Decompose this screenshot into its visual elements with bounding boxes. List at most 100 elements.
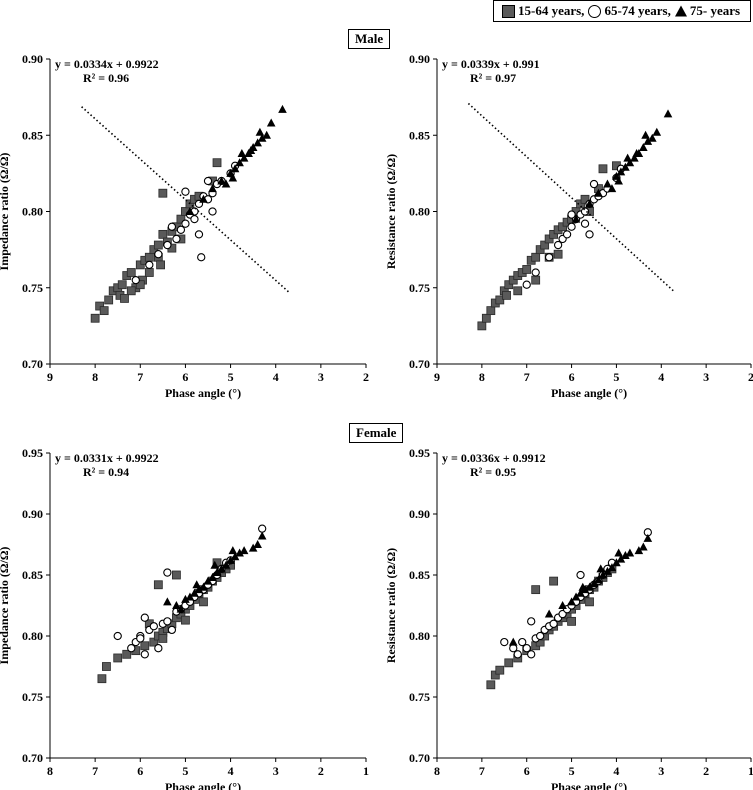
- data-point: [562, 230, 572, 239]
- data-point: [576, 588, 585, 597]
- y-tick-label: 0.70: [22, 751, 43, 765]
- data-point: [167, 625, 177, 635]
- data-point: [126, 268, 136, 277]
- x-axis-label: Phase angle (°): [551, 780, 627, 790]
- data-point: [576, 570, 585, 580]
- data-point: [217, 564, 226, 573]
- data-point: [226, 555, 235, 564]
- data-point: [248, 543, 258, 552]
- y-tick-label: 0.75: [22, 690, 43, 704]
- x-tick-label: 5: [569, 764, 575, 778]
- data-point: [185, 207, 195, 215]
- data-point: [203, 576, 213, 585]
- x-tick-label: 8: [434, 764, 440, 778]
- trendline-equation: y = 0.0331x + 0.9922: [55, 451, 159, 465]
- data-point: [625, 548, 635, 557]
- y-tick-label: 0.70: [22, 357, 43, 371]
- data-point: [120, 294, 129, 303]
- r-squared-label: R² = 0.94: [83, 465, 129, 479]
- data-point: [553, 240, 563, 250]
- data-point: [172, 601, 181, 609]
- data-point: [531, 275, 541, 285]
- x-tick-label: 3: [703, 370, 709, 384]
- data-point: [154, 644, 163, 653]
- data-point: [190, 588, 199, 597]
- data-point: [253, 540, 262, 548]
- data-point: [522, 644, 531, 653]
- x-tick-label: 1: [748, 764, 753, 778]
- data-point: [598, 164, 608, 174]
- x-tick-label: 4: [273, 370, 279, 384]
- data-point: [594, 575, 603, 584]
- data-point: [490, 670, 500, 680]
- data-point: [104, 295, 114, 305]
- x-tick-label: 9: [434, 370, 440, 384]
- data-point: [144, 252, 154, 262]
- data-point: [246, 146, 256, 154]
- data-point: [153, 580, 163, 590]
- data-point: [518, 637, 527, 647]
- data-point: [576, 199, 585, 209]
- y-tick-label: 0.95: [409, 446, 430, 460]
- data-point: [176, 214, 186, 224]
- y-tick-label: 0.75: [409, 690, 430, 704]
- data-point: [208, 207, 217, 216]
- data-point: [239, 546, 249, 555]
- data-point: [589, 179, 599, 189]
- data-point: [549, 619, 558, 628]
- data-point: [585, 230, 594, 239]
- data-point: [210, 560, 220, 569]
- data-point: [531, 252, 541, 262]
- series-15-64years: [477, 161, 621, 331]
- data-point: [126, 286, 136, 296]
- data-point: [594, 188, 603, 197]
- data-point: [258, 524, 267, 533]
- data-point: [549, 229, 559, 239]
- data-point: [535, 245, 545, 255]
- y-tick-label: 0.80: [22, 205, 43, 219]
- series-65-74years: [113, 524, 267, 659]
- data-point: [167, 222, 177, 231]
- x-tick-label: 6: [182, 370, 188, 384]
- data-point: [136, 634, 145, 643]
- data-point: [549, 576, 559, 586]
- data-point: [239, 153, 249, 162]
- series-15-64years: [90, 158, 222, 323]
- data-point: [495, 665, 505, 675]
- x-tick-label: 6: [524, 764, 530, 778]
- data-point: [508, 275, 518, 285]
- data-point: [149, 245, 159, 255]
- data-point: [607, 563, 617, 572]
- data-point: [632, 149, 641, 158]
- data-point: [158, 188, 168, 198]
- data-point: [536, 631, 545, 641]
- data-point: [140, 641, 150, 651]
- data-point: [603, 179, 612, 188]
- data-point: [544, 253, 554, 262]
- y-axis-label: Resistance ratio (Ω/Ω): [384, 548, 398, 663]
- data-point: [113, 653, 123, 663]
- data-point: [589, 579, 599, 588]
- data-point: [603, 566, 612, 575]
- legend: 15-64 years, 65-74 years, 75- years: [493, 0, 751, 22]
- chart-female-impedance: 0.70 0.75 0.80 0.85 0.90 0.95 8 7 6 5 4 3 2 1 Phase an…: [0, 106, 369, 790]
- legend-label-15-64: 15-64 years,: [518, 3, 585, 18]
- data-point: [522, 280, 531, 289]
- y-tick-label: 0.85: [22, 128, 43, 142]
- data-point: [253, 138, 262, 147]
- x-tick-label: 5: [228, 370, 234, 384]
- data-point: [571, 214, 581, 223]
- chart-male-impedance: 0.70 0.75 0.80 0.85 0.90 9 8 7 6 5 4 3 2 Phase angle …: [0, 52, 369, 400]
- legend-item-15-64: 15-64 years,: [502, 3, 584, 19]
- square-marker-icon: [502, 4, 515, 18]
- data-point: [156, 260, 166, 270]
- data-point: [257, 531, 267, 540]
- section-label-female: Female: [349, 423, 404, 443]
- legend-label-75: 75- years: [689, 3, 741, 18]
- data-point: [553, 249, 563, 259]
- x-tick-label: 5: [613, 370, 619, 384]
- data-point: [122, 649, 132, 659]
- x-tick-label: 4: [228, 764, 234, 778]
- data-point: [266, 118, 276, 127]
